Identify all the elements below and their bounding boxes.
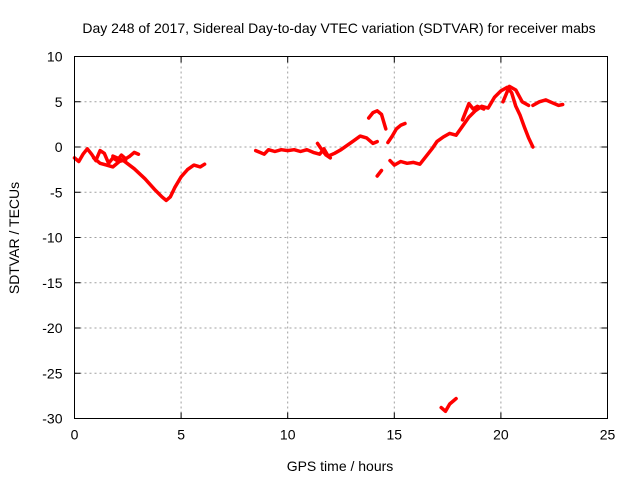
series-seg3 <box>111 154 207 203</box>
chart-title: Day 248 of 2017, Sidereal Day-to-day VTE… <box>82 20 595 36</box>
x-tick-label: 20 <box>493 427 509 443</box>
y-tick-label: 5 <box>55 94 63 110</box>
series-seg7 <box>375 168 384 178</box>
x-tick-label: 5 <box>177 427 185 443</box>
y-tick-label: 10 <box>47 49 63 65</box>
y-tick-label: 0 <box>55 139 63 155</box>
series-seg1 <box>72 147 141 166</box>
y-tick-label: -10 <box>42 230 62 246</box>
y-tick-label: -20 <box>42 320 62 336</box>
x-tick-label: 15 <box>387 427 403 443</box>
x-tick-label: 0 <box>71 427 79 443</box>
y-tick-labels: -30 -25 -20 -15 -10 -5 0 5 10 <box>42 49 62 427</box>
series-seg4 <box>253 134 379 158</box>
y-axis-label: SDTVAR / TECUs <box>6 182 22 294</box>
series-seg12 <box>531 98 565 108</box>
x-tick-label: 10 <box>280 427 296 443</box>
data-series <box>72 84 565 414</box>
series-seg10 <box>460 101 486 122</box>
y-tick-label: -25 <box>42 365 62 381</box>
grid <box>74 56 608 419</box>
y-tick-label: -30 <box>42 411 62 427</box>
series-seg2 <box>91 156 128 169</box>
y-tick-label: -5 <box>50 184 63 200</box>
plot-frame <box>74 56 608 419</box>
x-axis-label: GPS time / hours <box>287 458 394 474</box>
x-tick-labels: 0 5 10 15 20 25 <box>71 427 616 443</box>
x-tick-label: 25 <box>600 427 616 443</box>
series-seg13 <box>439 396 458 414</box>
series-seg9 <box>388 85 535 167</box>
series-seg6 <box>366 109 388 131</box>
series-seg5 <box>315 141 333 160</box>
y-tick-label: -15 <box>42 275 62 291</box>
series-seg11 <box>501 84 531 108</box>
series-seg8 <box>386 121 407 145</box>
